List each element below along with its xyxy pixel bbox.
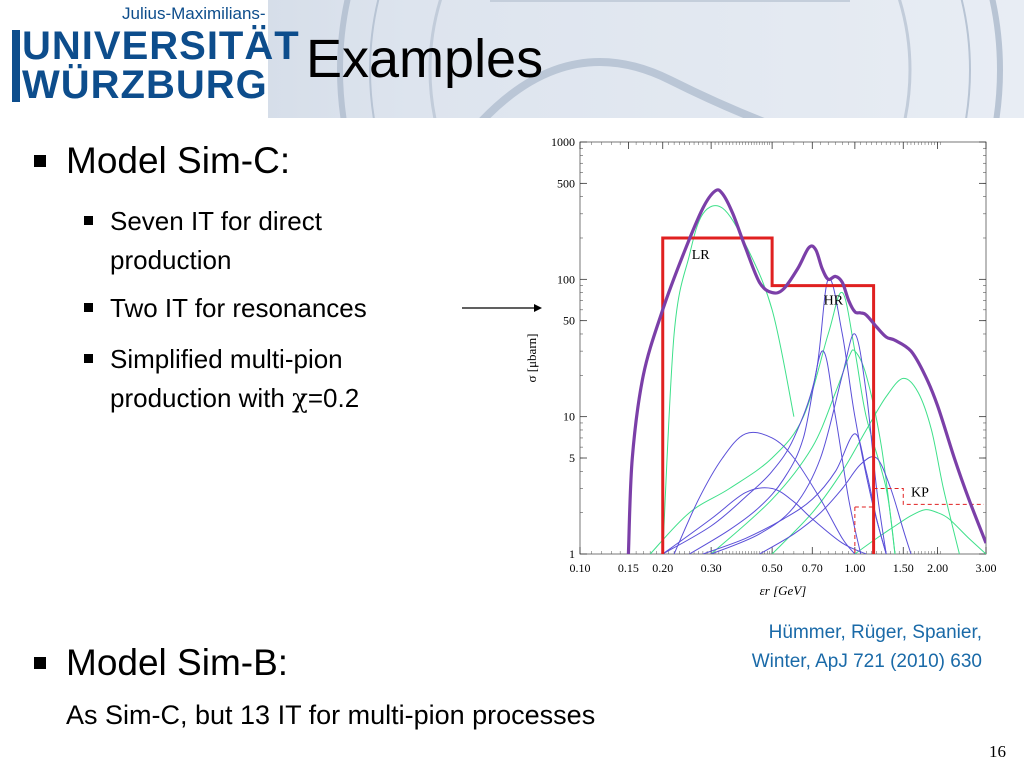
- x-tick-label: 0.10: [570, 561, 591, 575]
- blue-component-curve: [662, 487, 867, 554]
- x-tick-label: 1.00: [844, 561, 865, 575]
- blue-component-curve: [759, 456, 912, 554]
- subbullet-text-line1: Seven IT for direct: [110, 206, 322, 236]
- region-label-lr: LR: [692, 248, 711, 263]
- bullet-square-icon: [34, 155, 46, 167]
- logo-subtitle: Julius-Maximilians-: [122, 4, 266, 23]
- bullet-square-icon: [84, 354, 93, 363]
- total-cross-section-curve: [626, 188, 986, 554]
- x-tick-label: 1.50: [893, 561, 914, 575]
- green-component-curve: [771, 377, 960, 554]
- chi-value: =0.2: [307, 383, 360, 413]
- x-axis-label: εr [GeV]: [760, 583, 807, 598]
- logo-accent-bar: [12, 30, 20, 102]
- bullet-square-icon: [34, 657, 46, 669]
- y-axis-label: σ [μbarn]: [524, 334, 539, 383]
- text-production-with: production with: [110, 383, 293, 413]
- citation-line2: Winter, ApJ 721 (2010) 630: [751, 651, 982, 672]
- step-function-outline: [661, 236, 876, 554]
- bullet-square-icon: [84, 216, 93, 225]
- subbullet-text-line1: Simplified multi-pion: [110, 344, 343, 374]
- citation[interactable]: Hümmer, Rüger, Spanier, Winter, ApJ 721 …: [752, 618, 982, 676]
- sim-b-description: As Sim-C, but 13 IT for multi-pion proce…: [66, 700, 596, 730]
- x-tick-label: 0.70: [802, 561, 823, 575]
- green-component-curve: [662, 205, 795, 554]
- x-tick-label: 0.20: [652, 561, 673, 575]
- x-tick-label: 0.50: [762, 561, 783, 575]
- bullet-square-icon: [84, 303, 93, 312]
- y-tick-label: 50: [563, 314, 575, 328]
- subbullet-multi-pion: Simplified multi-pion production with χ=…: [84, 340, 359, 419]
- y-tick-label: 500: [557, 176, 575, 190]
- x-tick-label: 0.15: [618, 561, 639, 575]
- cross-section-chart: 1 5 10 50 100 500 1000 0.10 0.15 0.20 0.30 0.50 0.70…: [524, 135, 997, 598]
- subbullet-direct-production: Seven IT for direct production: [84, 202, 322, 280]
- region-label-hr: HR: [824, 294, 844, 309]
- blue-component-curve: [689, 350, 862, 554]
- chi-symbol: χ: [292, 384, 308, 414]
- kp-dashed-line: [873, 487, 984, 505]
- bullet-sim-b: Model Sim-B:: [34, 642, 289, 684]
- y-tick-label: 5: [569, 451, 575, 465]
- logo-line-wuerzburg: WÜRZBURG: [22, 63, 268, 107]
- y-tick-label: 1000: [551, 135, 575, 149]
- sim-c-heading: Model Sim-C:: [66, 140, 291, 181]
- university-seal-watermark: [337, 0, 1003, 118]
- subbullet-text-line2: production with χ=0.2: [110, 379, 359, 419]
- x-tick-label: 0.30: [701, 561, 722, 575]
- y-tick-label: 100: [557, 272, 575, 286]
- green-component-curve: [854, 509, 986, 554]
- header-banner: Julius-Maximilians- UNIVERSITÄT WÜRZBURG…: [0, 0, 1024, 118]
- subbullet-text-line2: production: [110, 245, 232, 275]
- green-component-curve: [710, 349, 896, 554]
- arrow-to-resonances: [462, 304, 542, 312]
- subbullet-text-line1: Two IT for resonances: [110, 293, 367, 323]
- x-tick-label: 3.00: [976, 561, 997, 575]
- slide-title: Examples: [306, 29, 544, 89]
- green-component-curve: [649, 292, 896, 554]
- citation-line1: Hümmer, Rüger, Spanier,: [768, 622, 982, 643]
- logo-line-universitaet: UNIVERSITÄT: [22, 24, 300, 68]
- y-tick-label: 10: [563, 410, 575, 424]
- university-logo[interactable]: Julius-Maximilians- UNIVERSITÄT WÜRZBURG: [0, 0, 299, 118]
- plot-frame: [579, 141, 987, 555]
- bullet-sim-c: Model Sim-C:: [34, 140, 291, 182]
- region-label-kp: KP: [911, 486, 929, 501]
- blue-component-curve: [673, 431, 856, 554]
- page-number: 16: [989, 742, 1006, 761]
- subbullet-resonances: Two IT for resonances: [84, 289, 367, 328]
- y-tick-label: 1: [569, 547, 575, 561]
- blue-component-curve: [702, 433, 887, 554]
- x-tick-label: 2.00: [927, 561, 948, 575]
- sim-b-heading: Model Sim-B:: [66, 642, 289, 683]
- cross-section-plot: 1 5 10 50 100 500 1000 0.10 0.15 0.20 0.30 0.50 0.70…: [520, 130, 1000, 600]
